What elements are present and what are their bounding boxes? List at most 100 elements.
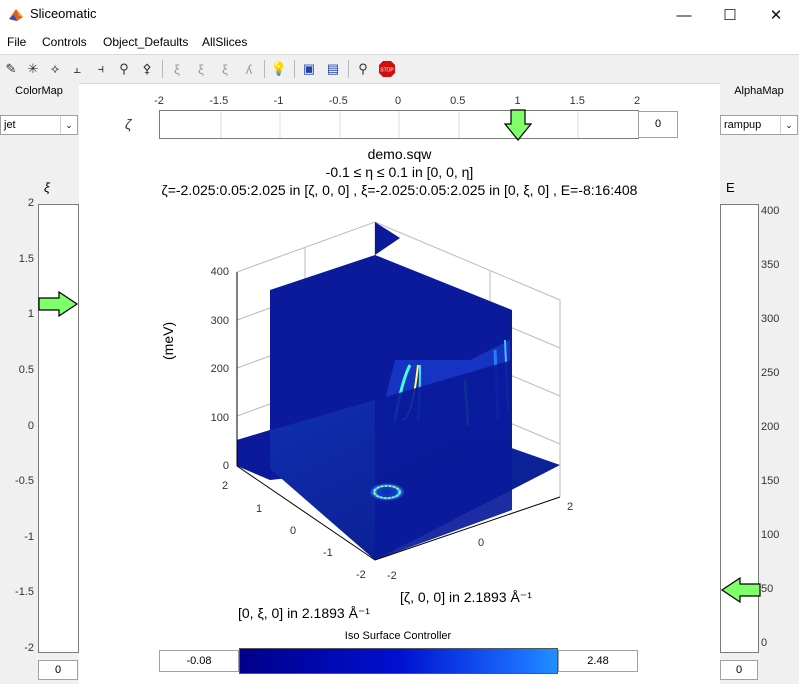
zeta-value-field[interactable]: 0 [638, 111, 678, 138]
xi-slider-arrow[interactable] [37, 290, 81, 318]
z-tick-label: 200 [210, 363, 229, 375]
xi-value-field[interactable]: 0 [38, 660, 78, 680]
e-tick-label: 50 [761, 583, 774, 595]
vertical-slice-front [375, 360, 512, 560]
iso-max-field[interactable]: 2.48 [558, 650, 638, 672]
xi-tick-label: -1.5 [15, 586, 34, 599]
zeta-tick-label: 2 [633, 95, 641, 107]
cube-icon[interactable]: ▣ [302, 61, 316, 76]
y-tick-label: 1 [256, 503, 263, 515]
iso-v-icon[interactable]: ⚴ [142, 61, 152, 76]
slice-top-tab [375, 222, 400, 255]
maximize-button[interactable]: ☐ [723, 7, 737, 24]
xi-tick-label: 0.5 [18, 363, 34, 376]
volume-plot[interactable] [180, 205, 600, 625]
e-tick-label: 200 [761, 421, 780, 433]
alphamap-dropdown[interactable]: rampup ⌄ [720, 115, 798, 135]
iso-colorbar[interactable] [239, 648, 558, 674]
xi-tick-label: 0 [27, 419, 34, 432]
colormap-label: ColorMap [15, 85, 63, 97]
zeta-gridlines [220, 111, 579, 138]
zeta-tick-label: 0.5 [450, 95, 466, 107]
e-value-field[interactable]: 0 [720, 660, 758, 680]
iso-x-icon[interactable]: ⫠ [73, 61, 81, 76]
axes-front-edges [236, 272, 561, 561]
x-axis-label: [ζ, 0, 0] in 2.1893 Å⁻¹ [400, 589, 532, 605]
y-tick-label: -1 [323, 547, 333, 559]
xi-tick-label: -0.5 [15, 475, 34, 488]
window-title: Sliceomatic [30, 6, 97, 21]
menu-allslices[interactable]: AllSlices [202, 35, 248, 49]
xi-tick-label: -1 [24, 530, 34, 543]
pointer-icon[interactable]: ⚲ [358, 61, 368, 76]
contour-z-icon[interactable]: ξ [222, 61, 228, 77]
toolbar-separator [162, 60, 163, 78]
stop-icon[interactable]: STOP [378, 60, 396, 78]
plot-subtitle-eta: -0.1 ≤ η ≤ 0.1 in [0, 0, η] [325, 164, 474, 180]
matlab-app-icon [9, 9, 23, 21]
xi-tick-label: -2 [24, 642, 34, 654]
svg-text:STOP: STOP [380, 68, 394, 74]
plot-title: demo.sqw [367, 146, 432, 162]
xi-tick-label: 1 [27, 308, 34, 321]
slice-left-flap [237, 430, 270, 480]
e-tick-label: 250 [761, 367, 780, 379]
toolbar-separator [294, 60, 295, 78]
light-icon[interactable]: 💡 [270, 61, 288, 76]
z-tick-label: 400 [210, 266, 229, 278]
y-tick-label: 0 [290, 525, 297, 537]
e-tick-label: 350 [761, 259, 780, 271]
xi-tick-label: 1.5 [18, 252, 34, 265]
contour-x-icon[interactable]: ξ [174, 61, 180, 77]
z-axis-label: (meV) [160, 321, 176, 360]
e-symbol: E [726, 180, 735, 195]
iso-y-icon[interactable]: ⫞ [97, 61, 105, 76]
menu-file[interactable]: File [7, 35, 27, 49]
zeta-tick-label: 1.5 [569, 95, 585, 107]
z-tick-label: 0 [222, 460, 229, 472]
menu-object-defaults[interactable]: Object_Defaults [103, 35, 189, 49]
y-tick-label: 2 [222, 480, 229, 492]
e-slider-arrow[interactable] [718, 576, 762, 604]
plot-subtitle-ranges: ζ=-2.025:0.05:2.025 in [ζ, 0, 0] , ξ=-2.… [161, 182, 638, 198]
zeta-tick-label: 0 [394, 95, 402, 107]
menu-controls[interactable]: Controls [42, 35, 87, 49]
y-axis-label: [0, ξ, 0] in 2.1893 Å⁻¹ [238, 605, 370, 621]
zeta-tick-label: -1 [273, 95, 284, 107]
zeta-tick-label: 1 [514, 95, 521, 107]
zeta-slider-arrow[interactable] [503, 108, 533, 142]
y-tick-label: -2 [356, 569, 366, 581]
chevron-down-icon: ⌄ [60, 116, 77, 134]
z-tick-label: 100 [210, 411, 229, 424]
contour-v-icon[interactable]: ʎ [245, 61, 253, 77]
e-tick-label: 0 [761, 637, 768, 649]
iso-z-icon[interactable]: ⚲ [119, 61, 129, 76]
contour-y-icon[interactable]: ξ [198, 61, 204, 77]
zeta-slider[interactable] [159, 110, 639, 139]
zeta-symbol: ζ [125, 116, 132, 132]
alphamap-value: rampup [724, 119, 762, 131]
slice-x-icon[interactable]: ✎ [5, 61, 17, 76]
toolbar: ✎ ✳ ⟡ ⫠ ⫞ ⚲ ⚴ ξ ξ ξ ʎ 💡 ▣ ▤ ⚲ STOP [0, 54, 799, 84]
iso-label: Iso Surface Controller [344, 630, 452, 642]
slice-y-icon[interactable]: ✳ [27, 61, 39, 76]
alphamap-label: AlphaMap [734, 85, 784, 97]
x-tick-label: 0 [478, 537, 485, 549]
xi-tick-label: 2 [27, 197, 34, 209]
x-tick-label: 2 [567, 501, 574, 513]
e-tick-label: 150 [761, 475, 780, 487]
xi-slider[interactable] [38, 204, 79, 653]
iso-min-field[interactable]: -0.08 [159, 650, 239, 672]
slice-z-icon[interactable]: ⟡ [50, 61, 60, 76]
close-button[interactable]: ✕ [769, 7, 783, 24]
zeta-tick-label: -0.5 [328, 95, 348, 107]
e-tick-label: 400 [761, 205, 780, 217]
title-bar: Sliceomatic — ☐ ✕ [0, 0, 799, 30]
e-tick-label: 300 [761, 313, 780, 325]
minimize-button[interactable]: — [676, 6, 692, 24]
z-tick-label: 300 [210, 314, 229, 327]
ring-highlight [373, 485, 401, 499]
box-icon[interactable]: ▤ [326, 61, 340, 76]
colormap-dropdown[interactable]: jet ⌄ [0, 115, 78, 135]
xi-symbol: ξ [44, 180, 50, 195]
